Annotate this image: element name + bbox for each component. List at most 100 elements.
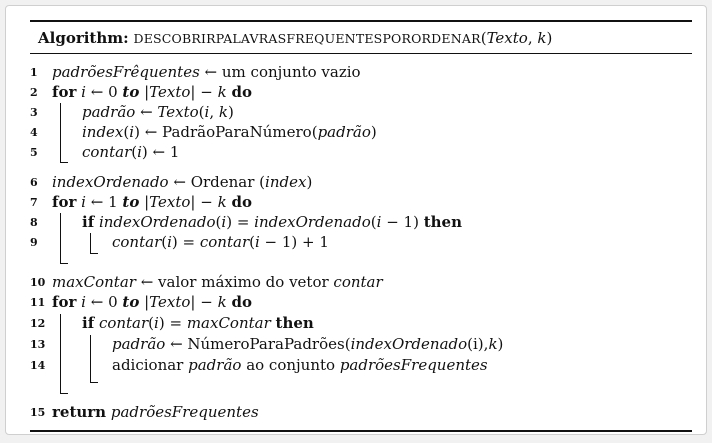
top-rule	[30, 20, 692, 22]
caption-open-paren: (	[480, 29, 487, 47]
line-segment: indexOrdenado	[254, 213, 371, 231]
line-text: for i ← 0 to |Texto| − k do	[52, 83, 252, 101]
line-segment: ) ← 1	[141, 143, 180, 161]
line-text: if indexOrdenado(i) = indexOrdenado(i − …	[82, 213, 462, 231]
line-text: indexOrdenado ← Ordenar (index)	[52, 173, 312, 191]
line-segment: i	[129, 123, 135, 141]
line-segment: ← um conjunto vazio	[199, 63, 361, 81]
line-number: 11	[30, 296, 46, 309]
line-segment: maxContar	[186, 314, 271, 332]
line-segment: − 1) + 1	[259, 233, 329, 251]
line-segment: k	[217, 83, 227, 101]
line-segment: to	[122, 193, 140, 211]
line-segment: |	[139, 293, 150, 311]
line-segment: i	[81, 293, 86, 311]
line-segment: adicionar	[112, 356, 189, 374]
line-segment: | −	[190, 193, 218, 211]
caption-arg-texto: Texto	[486, 29, 528, 47]
line-segment: k	[488, 335, 498, 353]
line-segment: then	[275, 314, 314, 332]
line-segment: ) ← PadrãoParaNúmero(	[134, 123, 318, 141]
line-text: maxContar ← valor máximo do vetor contar	[52, 273, 383, 291]
line-segment: )	[227, 103, 234, 121]
line-number: 1	[30, 66, 38, 79]
line-text: contar(i) ← 1	[82, 143, 179, 161]
line-segment: contar	[112, 233, 162, 251]
line-segment: (	[148, 314, 155, 332]
line-number: 2	[30, 86, 38, 99]
line-segment: i	[137, 143, 142, 161]
algorithm-caption: Algorithm: DescobrirPalavrasFrequentesPo…	[38, 29, 552, 47]
line-segment: indexOrdenado	[52, 173, 169, 191]
line-number: 7	[30, 196, 38, 209]
line-segment: ← 1	[85, 193, 123, 211]
line-segment: do	[231, 83, 252, 101]
line-segment: i	[254, 233, 260, 251]
algorithm-name: DescobrirPalavrasFrequentesPorOrdenar	[133, 31, 481, 46]
line-segment: k	[217, 193, 227, 211]
line-number: 3	[30, 106, 38, 119]
line-segment: Texto	[149, 193, 191, 211]
line-segment: contar	[199, 233, 250, 251]
line-segment: | −	[190, 293, 218, 311]
line-segment: i	[221, 213, 227, 231]
block-bar-foot	[60, 162, 68, 163]
line-segment: ← valor máximo do vetor	[135, 273, 334, 291]
line-segment: |	[139, 83, 150, 101]
block-bar-foot	[90, 253, 98, 254]
line-text: padrõesFrêquentes ← um conjunto vazio	[52, 63, 361, 81]
line-segment: padrão	[317, 123, 371, 141]
line-segment: padrõesFrêquentes	[52, 63, 200, 81]
line-segment: if	[82, 213, 95, 231]
line-segment: Texto	[149, 83, 191, 101]
line-segment: then	[423, 213, 463, 231]
line-number: 12	[30, 317, 46, 330]
line-segment: index	[82, 123, 124, 141]
line-text: if contar(i) = maxContar then	[82, 314, 314, 332]
line-segment: indexOrdenado	[350, 335, 468, 353]
caption-comma: ,	[527, 29, 533, 47]
block-bar-vertical	[60, 103, 61, 162]
block-bar-foot	[60, 263, 68, 264]
line-segment: for	[52, 193, 77, 211]
block-bar-foot	[90, 382, 98, 383]
line-segment: ←	[135, 103, 158, 121]
line-segment: )	[306, 173, 313, 191]
caption-close-paren: )	[546, 29, 553, 47]
line-segment: contar	[333, 273, 383, 291]
line-segment: (	[161, 233, 168, 251]
algorithm-card: Algorithm: DescobrirPalavrasFrequentesPo…	[5, 5, 707, 435]
line-segment: i	[167, 233, 172, 251]
line-segment: to	[122, 293, 140, 311]
line-segment: | −	[190, 83, 218, 101]
line-segment: ) =	[158, 314, 187, 332]
line-segment: )	[370, 123, 377, 141]
line-segment: ) =	[171, 233, 200, 251]
line-text: padrão ← Texto(i, k)	[82, 103, 234, 121]
caption-label: Algorithm:	[38, 29, 129, 47]
line-segment: ) =	[226, 213, 255, 231]
block-bar-vertical	[60, 213, 61, 263]
line-segment: (	[370, 213, 377, 231]
line-number: 5	[30, 146, 38, 159]
line-number: 15	[30, 406, 46, 419]
block-bar-vertical	[90, 335, 91, 382]
line-number: 6	[30, 176, 38, 189]
line-segment: i	[81, 83, 86, 101]
line-segment: i	[154, 314, 159, 332]
line-text: return padrõesFrequentes	[52, 403, 259, 421]
line-text: adicionar padrão ao conjunto padrõesFreq…	[112, 356, 488, 374]
line-segment: do	[231, 193, 252, 211]
bottom-rule	[30, 430, 692, 432]
line-number: 8	[30, 216, 38, 229]
line-segment: Texto	[149, 293, 191, 311]
line-segment: ← Ordenar (	[168, 173, 266, 191]
line-segment: − 1)	[381, 213, 424, 231]
line-segment: ← 0	[85, 293, 123, 311]
line-segment: contar	[98, 314, 149, 332]
line-text: index(i) ← PadrãoParaNúmero(padrão)	[82, 123, 377, 141]
line-segment: i	[81, 193, 86, 211]
line-segment: padrão	[188, 356, 242, 374]
line-segment: padrão	[82, 103, 136, 121]
line-segment: padrão	[112, 335, 166, 353]
